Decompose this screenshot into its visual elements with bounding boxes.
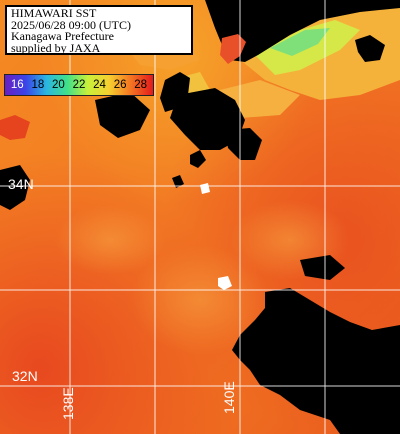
legend-tick: 26: [113, 79, 127, 91]
lon-label-138e: 138E: [60, 387, 76, 420]
cloud-mask-southeast: [232, 288, 400, 434]
land-west-coast: [0, 165, 30, 210]
lat-label-34n: 34N: [8, 176, 34, 192]
land-warm-shelf: [0, 115, 30, 140]
land-kanto: [205, 0, 400, 62]
eddy-center: [130, 245, 270, 355]
cloud-speck-b: [218, 276, 232, 290]
island-b: [190, 150, 206, 168]
title-line-credit: supplied by JAXA: [11, 40, 101, 55]
legend-tick: 16: [10, 79, 24, 91]
legend-tick: 24: [93, 79, 106, 91]
title-line-datetime: 2025/06/28 09:00 (UTC): [11, 17, 131, 32]
land-island-a: [225, 128, 262, 160]
land-west-peninsula: [95, 92, 150, 138]
legend-tick: 22: [72, 79, 86, 91]
land-boso: [355, 35, 385, 62]
title-box: HIMAWARI SST 2025/06/28 09:00 (UTC) Kana…: [5, 5, 193, 55]
island-c: [172, 175, 184, 188]
cloud-mask-bottom: [345, 395, 400, 434]
legend-tick: 28: [134, 79, 148, 91]
temperature-legend: 16 18 20 22 24 26 28: [4, 74, 154, 96]
title-line-product: HIMAWARI SST: [11, 6, 97, 20]
lon-label-140e: 140E: [221, 381, 237, 414]
title-line-region: Kanagawa Prefecture: [11, 29, 114, 43]
legend-tick: 20: [52, 79, 65, 91]
lat-label-32n: 32N: [12, 368, 38, 384]
cloud-mask-patch: [300, 255, 345, 280]
eddy-west: [55, 205, 165, 275]
legend-tick: 18: [31, 79, 45, 91]
coastal-green: [270, 28, 330, 56]
